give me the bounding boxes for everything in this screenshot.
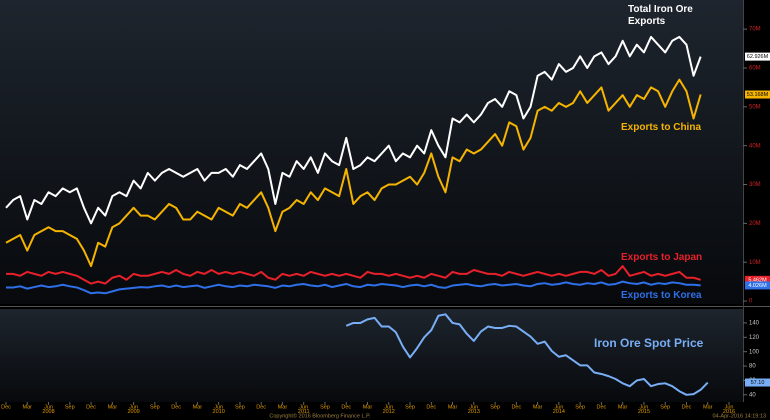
y-tick-label: 40M <box>749 143 761 149</box>
x-tick-label: Sep <box>320 404 330 410</box>
x-tick-label: Jun <box>725 404 734 410</box>
end-label: 53.168M <box>747 92 769 98</box>
y-tick-label: 0 <box>749 299 753 305</box>
x-tick-label: Dec <box>86 404 96 410</box>
x-tick-label: Mar <box>618 404 628 410</box>
series-annotation: Iron Ore Spot Price <box>594 336 704 350</box>
x-tick-label: Mar <box>193 404 203 410</box>
year-label: 2011 <box>298 409 310 415</box>
series-annotation: Exports to Japan <box>621 252 703 263</box>
end-label-box <box>745 90 770 99</box>
x-tick-label: Mar <box>363 404 373 410</box>
x-tick-label: Sep <box>235 404 245 410</box>
x-tick-label: Dec <box>426 404 436 410</box>
x-tick-label: Sep <box>490 404 500 410</box>
y-tick-label: 80 <box>749 364 756 370</box>
x-tick-label: Dec <box>682 404 692 410</box>
x-tick-label: Jun <box>384 404 393 410</box>
x-tick-label: Jun <box>129 404 138 410</box>
x-tick-label: Sep <box>150 404 160 410</box>
end-label: 4.026M <box>748 283 767 289</box>
series-annotation: Exports to Korea <box>621 290 702 301</box>
x-tick-label: Sep <box>575 404 585 410</box>
x-tick-label: Jun <box>44 404 53 410</box>
x-tick-label: Dec <box>171 404 181 410</box>
end-label: 5.462M <box>748 277 767 283</box>
y-tick-label: 60M <box>749 66 761 72</box>
x-tick-label: Dec <box>1 404 11 410</box>
y-tick-label: 30M <box>749 182 761 188</box>
series-annotation: Exports to China <box>621 122 702 133</box>
y-tick-label: 20M <box>749 221 761 227</box>
x-tick-label: Mar <box>278 404 288 410</box>
year-label: 2010 <box>213 409 225 415</box>
y-tick-label: 100 <box>749 349 760 355</box>
year-label: 2014 <box>553 409 565 415</box>
year-label: 2008 <box>42 409 54 415</box>
year-label: 2013 <box>468 409 480 415</box>
timestamp: 04-Apr-2016 14:19:13 <box>712 413 766 419</box>
series-line <box>5 78 702 268</box>
y-tick-label: 10M <box>749 260 761 266</box>
x-tick-label: Sep <box>65 404 75 410</box>
x-tick-label: Mar <box>448 404 458 410</box>
bottom-panel <box>0 309 743 402</box>
year-label: 2012 <box>383 409 395 415</box>
end-label-box <box>745 378 770 387</box>
copyright: Copyright© 2016 Bloomberg Finance L.P. <box>269 412 371 419</box>
x-tick-label: Jun <box>299 404 308 410</box>
x-tick-label: Mar <box>23 404 33 410</box>
end-label: 57.10 <box>751 380 765 386</box>
x-tick-label: Jun <box>640 404 649 410</box>
x-tick-label: Dec <box>597 404 607 410</box>
x-tick-label: Jun <box>469 404 478 410</box>
x-tick-label: Dec <box>341 404 351 410</box>
x-tick-label: Jun <box>554 404 563 410</box>
y-tick-label: 50M <box>749 104 761 110</box>
y-tick-label: 140 <box>749 321 760 327</box>
series-line <box>6 265 701 285</box>
series-line <box>5 35 702 225</box>
x-tick-label: Sep <box>660 404 670 410</box>
end-label-box <box>745 281 770 290</box>
end-label-box <box>745 275 770 284</box>
y-tick-label: 70M <box>749 27 761 33</box>
y-tick-label: 40 <box>749 392 756 398</box>
x-tick-label: Sep <box>405 404 415 410</box>
year-label: 2009 <box>127 409 139 415</box>
x-tick-label: Jun <box>214 404 223 410</box>
x-tick-label: Dec <box>511 404 521 410</box>
end-label-box <box>745 52 770 61</box>
x-tick-label: Mar <box>108 404 118 410</box>
year-label: 2015 <box>638 409 650 415</box>
series-annotation: Total Iron Ore Exports <box>628 4 693 27</box>
x-tick-label: Mar <box>533 404 543 410</box>
y-tick-label: 120 <box>749 335 760 341</box>
series-line <box>6 280 701 295</box>
series-line <box>345 313 709 396</box>
end-label: 62.926M <box>747 54 769 60</box>
x-tick-label: Dec <box>256 404 266 410</box>
x-tick-label: Mar <box>703 404 713 410</box>
year-label: 2016 <box>723 409 735 415</box>
